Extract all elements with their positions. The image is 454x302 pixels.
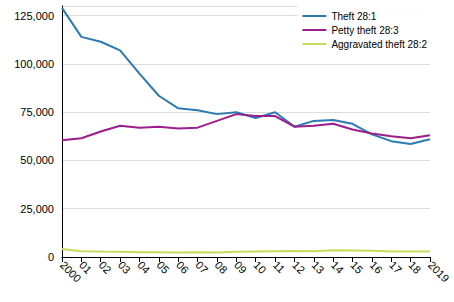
svg-text:10: 10 <box>251 259 268 276</box>
svg-text:12: 12 <box>290 259 307 276</box>
svg-text:2000: 2000 <box>58 259 84 285</box>
svg-text:Aggravated theft 28:2: Aggravated theft 28:2 <box>331 39 427 50</box>
svg-text:14: 14 <box>329 259 346 276</box>
svg-text:0: 0 <box>48 251 54 263</box>
svg-text:06: 06 <box>174 259 191 276</box>
svg-text:17: 17 <box>387 259 404 276</box>
svg-text:Theft 28:1: Theft 28:1 <box>331 11 376 22</box>
svg-text:05: 05 <box>155 259 172 276</box>
svg-text:09: 09 <box>232 259 249 276</box>
svg-text:25,000: 25,000 <box>20 203 54 215</box>
svg-text:11: 11 <box>271 259 288 276</box>
svg-text:02: 02 <box>96 259 113 276</box>
svg-text:13: 13 <box>310 259 327 276</box>
svg-text:100,000: 100,000 <box>14 58 54 70</box>
svg-text:18: 18 <box>406 259 423 276</box>
svg-text:15: 15 <box>348 259 365 276</box>
svg-text:75,000: 75,000 <box>20 106 54 118</box>
svg-text:04: 04 <box>135 259 152 276</box>
svg-text:16: 16 <box>368 259 385 276</box>
svg-text:03: 03 <box>116 259 133 276</box>
svg-text:07: 07 <box>193 259 210 276</box>
svg-text:Petty theft 28:3: Petty theft 28:3 <box>331 25 399 36</box>
svg-text:01: 01 <box>77 259 94 276</box>
svg-text:50,000: 50,000 <box>20 154 54 166</box>
svg-text:08: 08 <box>213 259 230 276</box>
svg-text:125,000: 125,000 <box>14 10 54 22</box>
svg-text:2019: 2019 <box>426 259 452 285</box>
